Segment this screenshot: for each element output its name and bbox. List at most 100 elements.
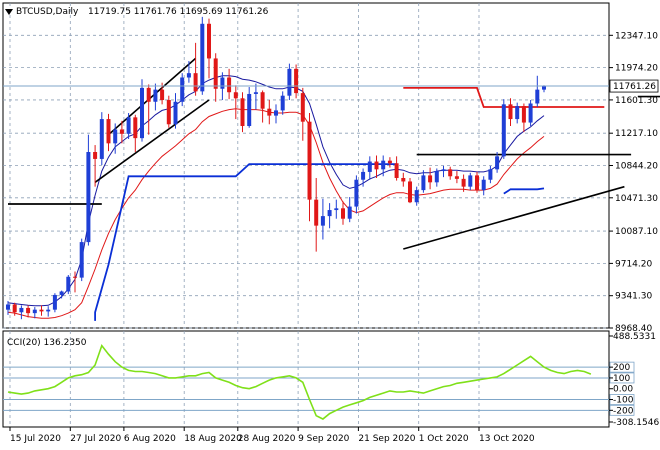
price-tick-label: 11974.20 bbox=[615, 64, 658, 74]
candle-body bbox=[414, 190, 419, 203]
candle-body bbox=[213, 58, 218, 89]
candle-body bbox=[535, 89, 540, 104]
candle-body bbox=[66, 276, 71, 292]
price-tick-label: 10087.10 bbox=[615, 227, 658, 237]
candle-body bbox=[542, 86, 546, 90]
date-tick-label: 6 Aug 2020 bbox=[124, 434, 176, 444]
price-tag-label: 11761.26 bbox=[613, 82, 656, 92]
candle-body bbox=[133, 117, 138, 139]
header-triangle-icon bbox=[5, 9, 13, 15]
candle-body bbox=[475, 175, 479, 191]
candle-body bbox=[26, 307, 31, 314]
candle-body bbox=[6, 304, 10, 310]
cci-tick-label: -200 bbox=[613, 406, 634, 416]
candle-body bbox=[448, 169, 453, 177]
candle-body bbox=[166, 100, 171, 125]
candle-body bbox=[173, 101, 178, 125]
candle-body bbox=[260, 92, 265, 109]
chart-header-ohlc: 11719.75 11761.76 11695.69 11761.26 bbox=[88, 7, 269, 17]
level-line bbox=[503, 187, 545, 195]
candle-body bbox=[59, 291, 64, 295]
cci-tick-label: -308.1546 bbox=[613, 418, 659, 428]
price-tick-label: 12347.10 bbox=[615, 31, 658, 41]
cci-tick-label: 0.00 bbox=[613, 385, 633, 395]
candle-body bbox=[19, 307, 24, 313]
level-line bbox=[94, 163, 397, 321]
candle-body bbox=[401, 177, 406, 182]
cci-panel: CCI(20) 136.2350 bbox=[2, 330, 610, 428]
candle-body bbox=[180, 77, 185, 102]
level-lines bbox=[8, 57, 660, 321]
date-tick-label: 9 Sep 2020 bbox=[298, 434, 350, 444]
trend-line bbox=[107, 57, 197, 136]
trend-line bbox=[403, 185, 625, 250]
candle-body bbox=[274, 110, 278, 116]
price-tag-box bbox=[609, 79, 659, 93]
candle-body bbox=[528, 103, 533, 123]
cci-grid bbox=[9, 331, 480, 427]
candle-body bbox=[354, 179, 359, 207]
candle-body bbox=[220, 77, 225, 89]
candle-body bbox=[86, 152, 91, 243]
cci-panel-frame bbox=[2, 330, 610, 428]
price-tick-label: 11217.10 bbox=[615, 129, 658, 139]
candle-body bbox=[408, 181, 412, 203]
price-tick-label: 10471.30 bbox=[615, 194, 658, 204]
candle-body bbox=[501, 104, 506, 157]
date-tick-label: 15 Jul 2020 bbox=[10, 434, 61, 444]
cci-line bbox=[7, 343, 592, 420]
candle-body bbox=[253, 92, 258, 94]
candle-body bbox=[327, 210, 332, 217]
candle-body bbox=[119, 129, 124, 134]
candle-body bbox=[367, 161, 372, 172]
candle-body bbox=[381, 160, 386, 170]
price-tick-label: 9341.30 bbox=[615, 292, 652, 302]
candle-body bbox=[200, 23, 205, 92]
candle-body bbox=[106, 119, 111, 144]
candle-body bbox=[280, 95, 285, 111]
candle-body bbox=[481, 179, 486, 191]
candle-body bbox=[515, 106, 520, 120]
candle-body bbox=[287, 68, 292, 96]
candle-body bbox=[347, 206, 352, 219]
candle-body bbox=[126, 117, 131, 134]
price-tick-label: 8968.40 bbox=[615, 324, 652, 334]
candle-body bbox=[361, 171, 366, 180]
candle-body bbox=[300, 93, 305, 122]
cci-tick-label: 488.5331 bbox=[613, 332, 656, 342]
date-tick-label: 13 Oct 2020 bbox=[479, 434, 535, 444]
upper-band-line bbox=[7, 75, 545, 307]
candle-body bbox=[294, 68, 299, 94]
candle-body bbox=[153, 89, 158, 102]
candle-body bbox=[227, 77, 232, 93]
cci-series-line bbox=[7, 343, 592, 420]
candle-body bbox=[508, 104, 513, 120]
price-tick-label: 11601.30 bbox=[615, 96, 658, 106]
candle-body bbox=[247, 93, 252, 127]
candle-body bbox=[374, 161, 379, 170]
candle-body bbox=[307, 121, 312, 200]
trend-line bbox=[94, 99, 210, 183]
candle-body bbox=[341, 208, 345, 219]
date-tick-label: 27 Jul 2020 bbox=[70, 434, 121, 444]
candle-body bbox=[12, 304, 17, 313]
date-tick-label: 1 Oct 2020 bbox=[419, 434, 469, 444]
candle-body bbox=[79, 242, 84, 278]
chart-header-symbol: BTCUSD,Daily bbox=[16, 7, 79, 17]
candle-body bbox=[146, 87, 151, 102]
candle-body bbox=[387, 160, 392, 164]
candle-body bbox=[93, 152, 98, 159]
candle-body bbox=[314, 199, 319, 226]
candle-body bbox=[461, 178, 466, 187]
candle-body bbox=[488, 169, 493, 180]
date-tick-label: 28 Aug 2020 bbox=[238, 434, 296, 444]
candle-body bbox=[428, 175, 433, 183]
cci-tick-label: 100 bbox=[613, 374, 630, 384]
candle-body bbox=[32, 309, 37, 314]
candle-body bbox=[193, 73, 198, 92]
candle-body bbox=[113, 129, 118, 144]
main-grid bbox=[3, 3, 609, 329]
price-tick-label: 10844.20 bbox=[615, 162, 658, 172]
candle-body bbox=[140, 87, 144, 139]
date-tick-label: 18 Aug 2020 bbox=[184, 434, 242, 444]
